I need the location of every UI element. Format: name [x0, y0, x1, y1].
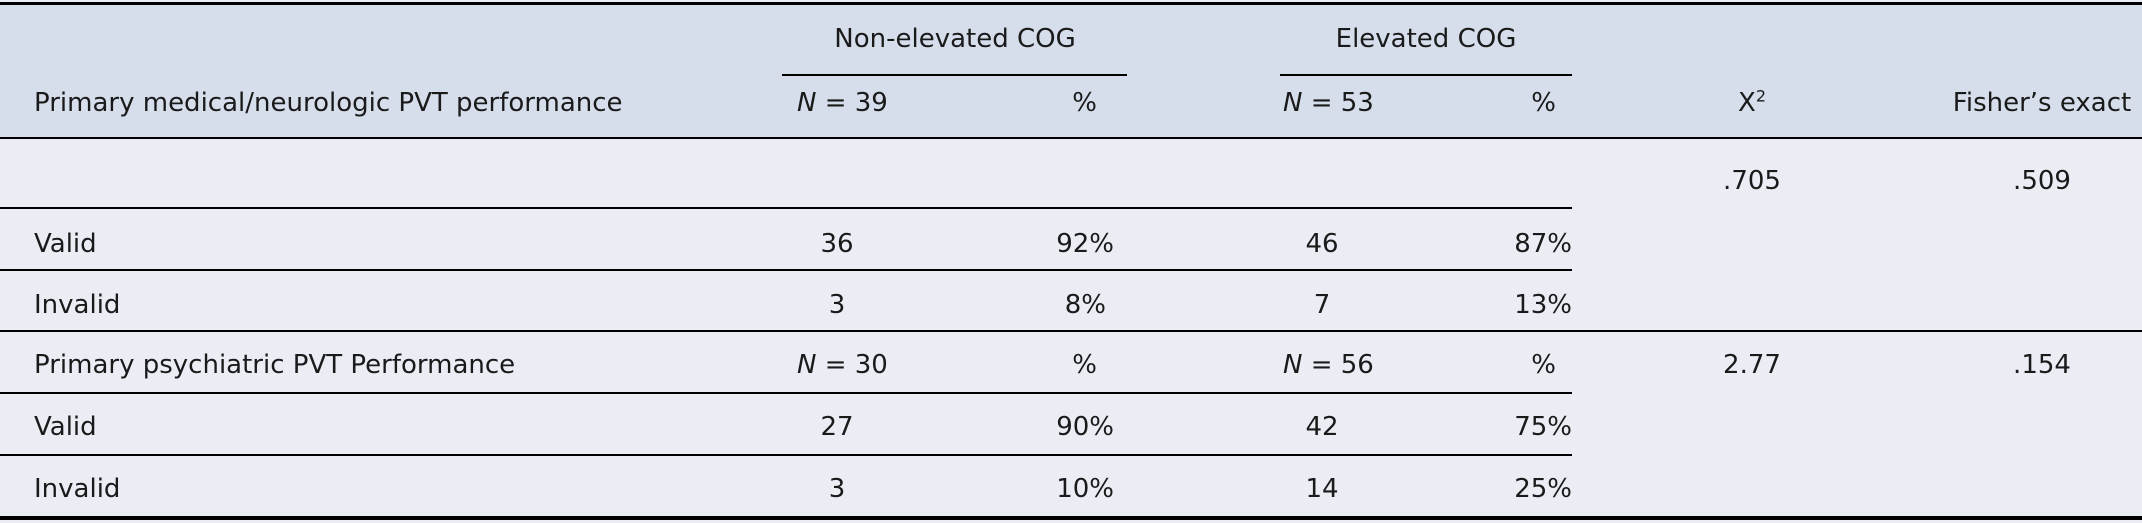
cell-g2-n: 42: [1305, 412, 1339, 442]
chi-square-header: X2: [1738, 88, 1766, 118]
row-label: Valid: [34, 229, 97, 259]
cell-g2-pct: 75%: [1514, 412, 1572, 442]
fisher-value: .154: [2013, 350, 2071, 380]
chi-label: X: [1738, 88, 1756, 118]
section2-g2-n-header: N = 56: [1283, 350, 1374, 380]
row-label: Invalid: [34, 474, 121, 504]
group1-rule: [782, 74, 1127, 76]
cell-g1-n: 3: [828, 474, 846, 504]
cell-g1-n: 3: [828, 290, 846, 320]
section2-g1-pct-header: %: [1072, 350, 1097, 380]
section-label: Primary psychiatric PVT Performance: [34, 350, 516, 380]
chi-value: 2.77: [1723, 350, 1781, 380]
row-rule: [0, 392, 1572, 394]
n-symbol: N: [797, 350, 817, 380]
top-rule: [0, 2, 2142, 5]
chi-superscript: 2: [1755, 86, 1766, 106]
cell-g1-pct: 10%: [1056, 474, 1114, 504]
n-symbol: N: [1283, 88, 1303, 118]
group2-n-header: N = 53: [1283, 88, 1374, 118]
cell-g2-pct: 13%: [1514, 290, 1572, 320]
fisher-value: .509: [2013, 166, 2071, 196]
row-label: Valid: [34, 412, 97, 442]
table-header: [0, 4, 2142, 137]
cell-g2-n: 46: [1305, 229, 1339, 259]
n-value: = 39: [824, 88, 888, 118]
group2-pct-header: %: [1531, 88, 1556, 118]
n-symbol: N: [1283, 350, 1303, 380]
cell-g2-n: 7: [1313, 290, 1331, 320]
section2-g1-n-header: N = 30: [797, 350, 888, 380]
row-header-label: Primary medical/neurologic PVT performan…: [34, 88, 623, 118]
group1-n-header: N = 39: [797, 88, 888, 118]
fisher-header: Fisher’s exact: [1952, 88, 2132, 118]
section-rule: [0, 330, 2142, 332]
row-rule: [0, 454, 1572, 456]
row-label: Invalid: [34, 290, 121, 320]
row-rule: [0, 269, 1572, 271]
n-value: = 53: [1310, 88, 1374, 118]
cell-g2-pct: 25%: [1514, 474, 1572, 504]
cell-g1-n: 36: [820, 229, 854, 259]
group1-header: Non-elevated COG: [834, 24, 1076, 54]
cell-g1-pct: 8%: [1064, 290, 1106, 320]
group2-header: Elevated COG: [1335, 24, 1517, 54]
cell-g1-n: 27: [820, 412, 854, 442]
cell-g2-n: 14: [1305, 474, 1339, 504]
cell-g2-pct: 87%: [1514, 229, 1572, 259]
chi-value: .705: [1723, 166, 1781, 196]
cell-g1-pct: 90%: [1056, 412, 1114, 442]
section2-g2-pct-header: %: [1531, 350, 1556, 380]
bottom-rule: [0, 516, 2142, 520]
header-rule: [0, 137, 2142, 139]
n-value: = 56: [1310, 350, 1374, 380]
group1-pct-header: %: [1072, 88, 1097, 118]
group2-rule: [1280, 74, 1572, 76]
cell-g1-pct: 92%: [1056, 229, 1114, 259]
n-value: = 30: [824, 350, 888, 380]
n-symbol: N: [797, 88, 817, 118]
row-rule: [0, 207, 1572, 209]
